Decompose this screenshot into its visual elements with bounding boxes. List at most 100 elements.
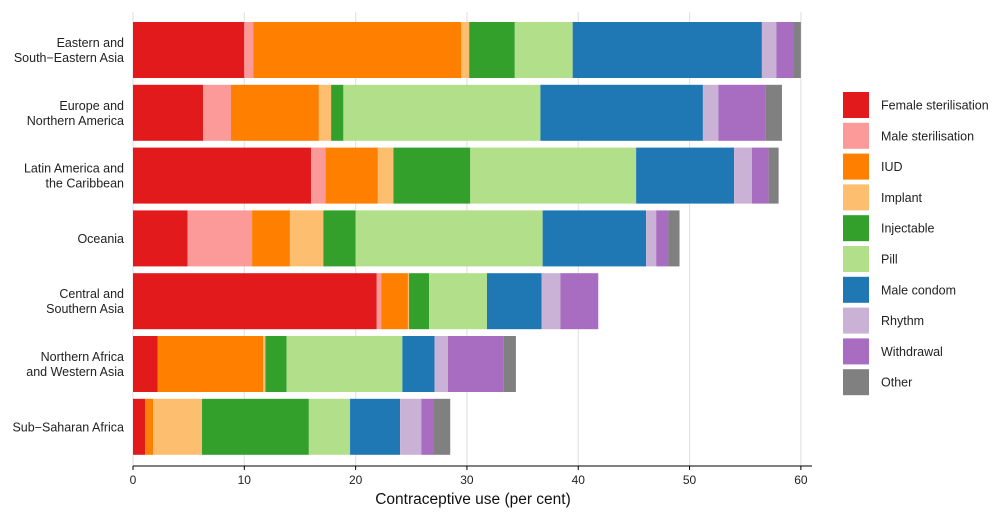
legend-label: Rhythm xyxy=(881,314,924,328)
bar-segment xyxy=(429,273,487,330)
legend-swatch xyxy=(843,92,869,118)
legend-label: Injectable xyxy=(881,222,935,236)
bar-segment xyxy=(470,147,637,204)
legend-label: Pill xyxy=(881,253,898,267)
legend-swatch xyxy=(843,122,869,149)
bar-segment xyxy=(433,398,451,455)
bar-segment xyxy=(776,22,794,78)
x-axis: 0 10 20 30 40 50 60 xyxy=(130,465,812,487)
bar-segment xyxy=(376,273,382,330)
bar-segment xyxy=(355,210,543,267)
bar-segment xyxy=(203,84,231,141)
category-label: Eastern and South−Eastern Asia xyxy=(14,36,124,65)
legend-swatch xyxy=(843,276,869,303)
bar-segment xyxy=(400,398,422,455)
bar-segment xyxy=(244,22,254,78)
bar-segment xyxy=(133,273,377,330)
legend-label: Other xyxy=(881,376,912,390)
legend-label: IUD xyxy=(881,160,903,174)
category-label: Central and Southern Asia xyxy=(46,287,124,316)
bar-segment xyxy=(765,84,782,141)
category-label: Sub−Saharan Africa xyxy=(12,420,124,434)
legend-label: Male sterilisation xyxy=(881,129,974,143)
bar-segment xyxy=(263,336,266,392)
x-tick-label: 20 xyxy=(349,473,363,487)
legend-label: Female sterilisation xyxy=(881,99,989,113)
legend: Female sterilisation Male sterilisation IU… xyxy=(843,92,989,396)
bar-segment xyxy=(560,273,599,330)
x-tick-label: 50 xyxy=(683,473,697,487)
bar-segment xyxy=(133,336,158,392)
legend-label: Male condom xyxy=(881,283,956,297)
bar-segment xyxy=(702,84,719,141)
bar-segment xyxy=(311,147,326,204)
bar-segment xyxy=(289,210,324,267)
legend-swatch xyxy=(843,338,869,365)
bar-segment xyxy=(377,147,394,204)
bar-segment xyxy=(343,84,541,141)
bar-segment xyxy=(133,22,245,78)
bar-segment xyxy=(402,336,435,392)
x-tick-label: 60 xyxy=(794,473,808,487)
bar-segment xyxy=(393,147,471,204)
bar-segment xyxy=(145,398,154,455)
bars xyxy=(133,22,801,455)
bar-segment xyxy=(761,22,777,78)
bar-segment xyxy=(461,22,470,78)
x-tick-label: 40 xyxy=(572,473,586,487)
bar-segment xyxy=(448,336,504,392)
bar-segment xyxy=(793,22,801,78)
bar-segment xyxy=(421,398,434,455)
bar-segment xyxy=(350,398,401,455)
x-tick-label: 0 xyxy=(130,473,137,487)
category-label: Oceania xyxy=(77,232,124,246)
bar-segment xyxy=(331,84,344,141)
legend-swatch xyxy=(843,246,869,272)
bar-segment xyxy=(133,84,204,141)
bar-segment xyxy=(646,210,657,267)
category-label: Europe and Northern America xyxy=(27,99,124,128)
x-tick-label: 10 xyxy=(238,473,252,487)
bar-segment xyxy=(133,147,312,204)
bar-segment xyxy=(133,398,146,455)
bar-segment xyxy=(668,210,680,267)
bar-segment xyxy=(323,210,356,267)
legend-swatch xyxy=(843,184,869,211)
bar-segment xyxy=(541,273,561,330)
bar-segment xyxy=(202,398,309,455)
bar-segment xyxy=(153,398,203,455)
legend-swatch xyxy=(843,369,869,396)
bar-segment xyxy=(768,147,779,204)
category-label: Latin America and the Caribbean xyxy=(24,162,124,191)
bar-segment xyxy=(486,273,542,330)
bar-segment xyxy=(325,147,378,204)
bar-segment xyxy=(409,273,430,330)
bar-segment xyxy=(230,84,319,141)
bar-segment xyxy=(572,22,762,78)
bar-segment xyxy=(308,398,351,455)
x-tick-label: 30 xyxy=(460,473,474,487)
bar-segment xyxy=(636,147,735,204)
bar-segment xyxy=(469,22,515,78)
bar-segment xyxy=(540,84,703,141)
category-labels: Eastern and South−Eastern Asia Europe and N… xyxy=(12,36,124,434)
bar-segment xyxy=(265,336,287,392)
bar-segment xyxy=(542,210,647,267)
bar-segment xyxy=(407,273,410,330)
legend-swatch xyxy=(843,307,869,334)
bar-segment xyxy=(751,147,769,204)
legend-swatch xyxy=(843,215,869,242)
bar-segment xyxy=(434,336,449,392)
bar-segment xyxy=(718,84,766,141)
legend-swatch xyxy=(843,153,869,180)
bar-segment xyxy=(318,84,332,141)
x-axis-title: Contraceptive use (per cent) xyxy=(375,491,571,508)
bar-segment xyxy=(133,210,188,267)
bar-segment xyxy=(187,210,253,267)
bar-segment xyxy=(734,147,752,204)
bar-segment xyxy=(286,336,403,392)
legend-label: Withdrawal xyxy=(881,345,943,359)
legend-label: Implant xyxy=(881,191,923,205)
